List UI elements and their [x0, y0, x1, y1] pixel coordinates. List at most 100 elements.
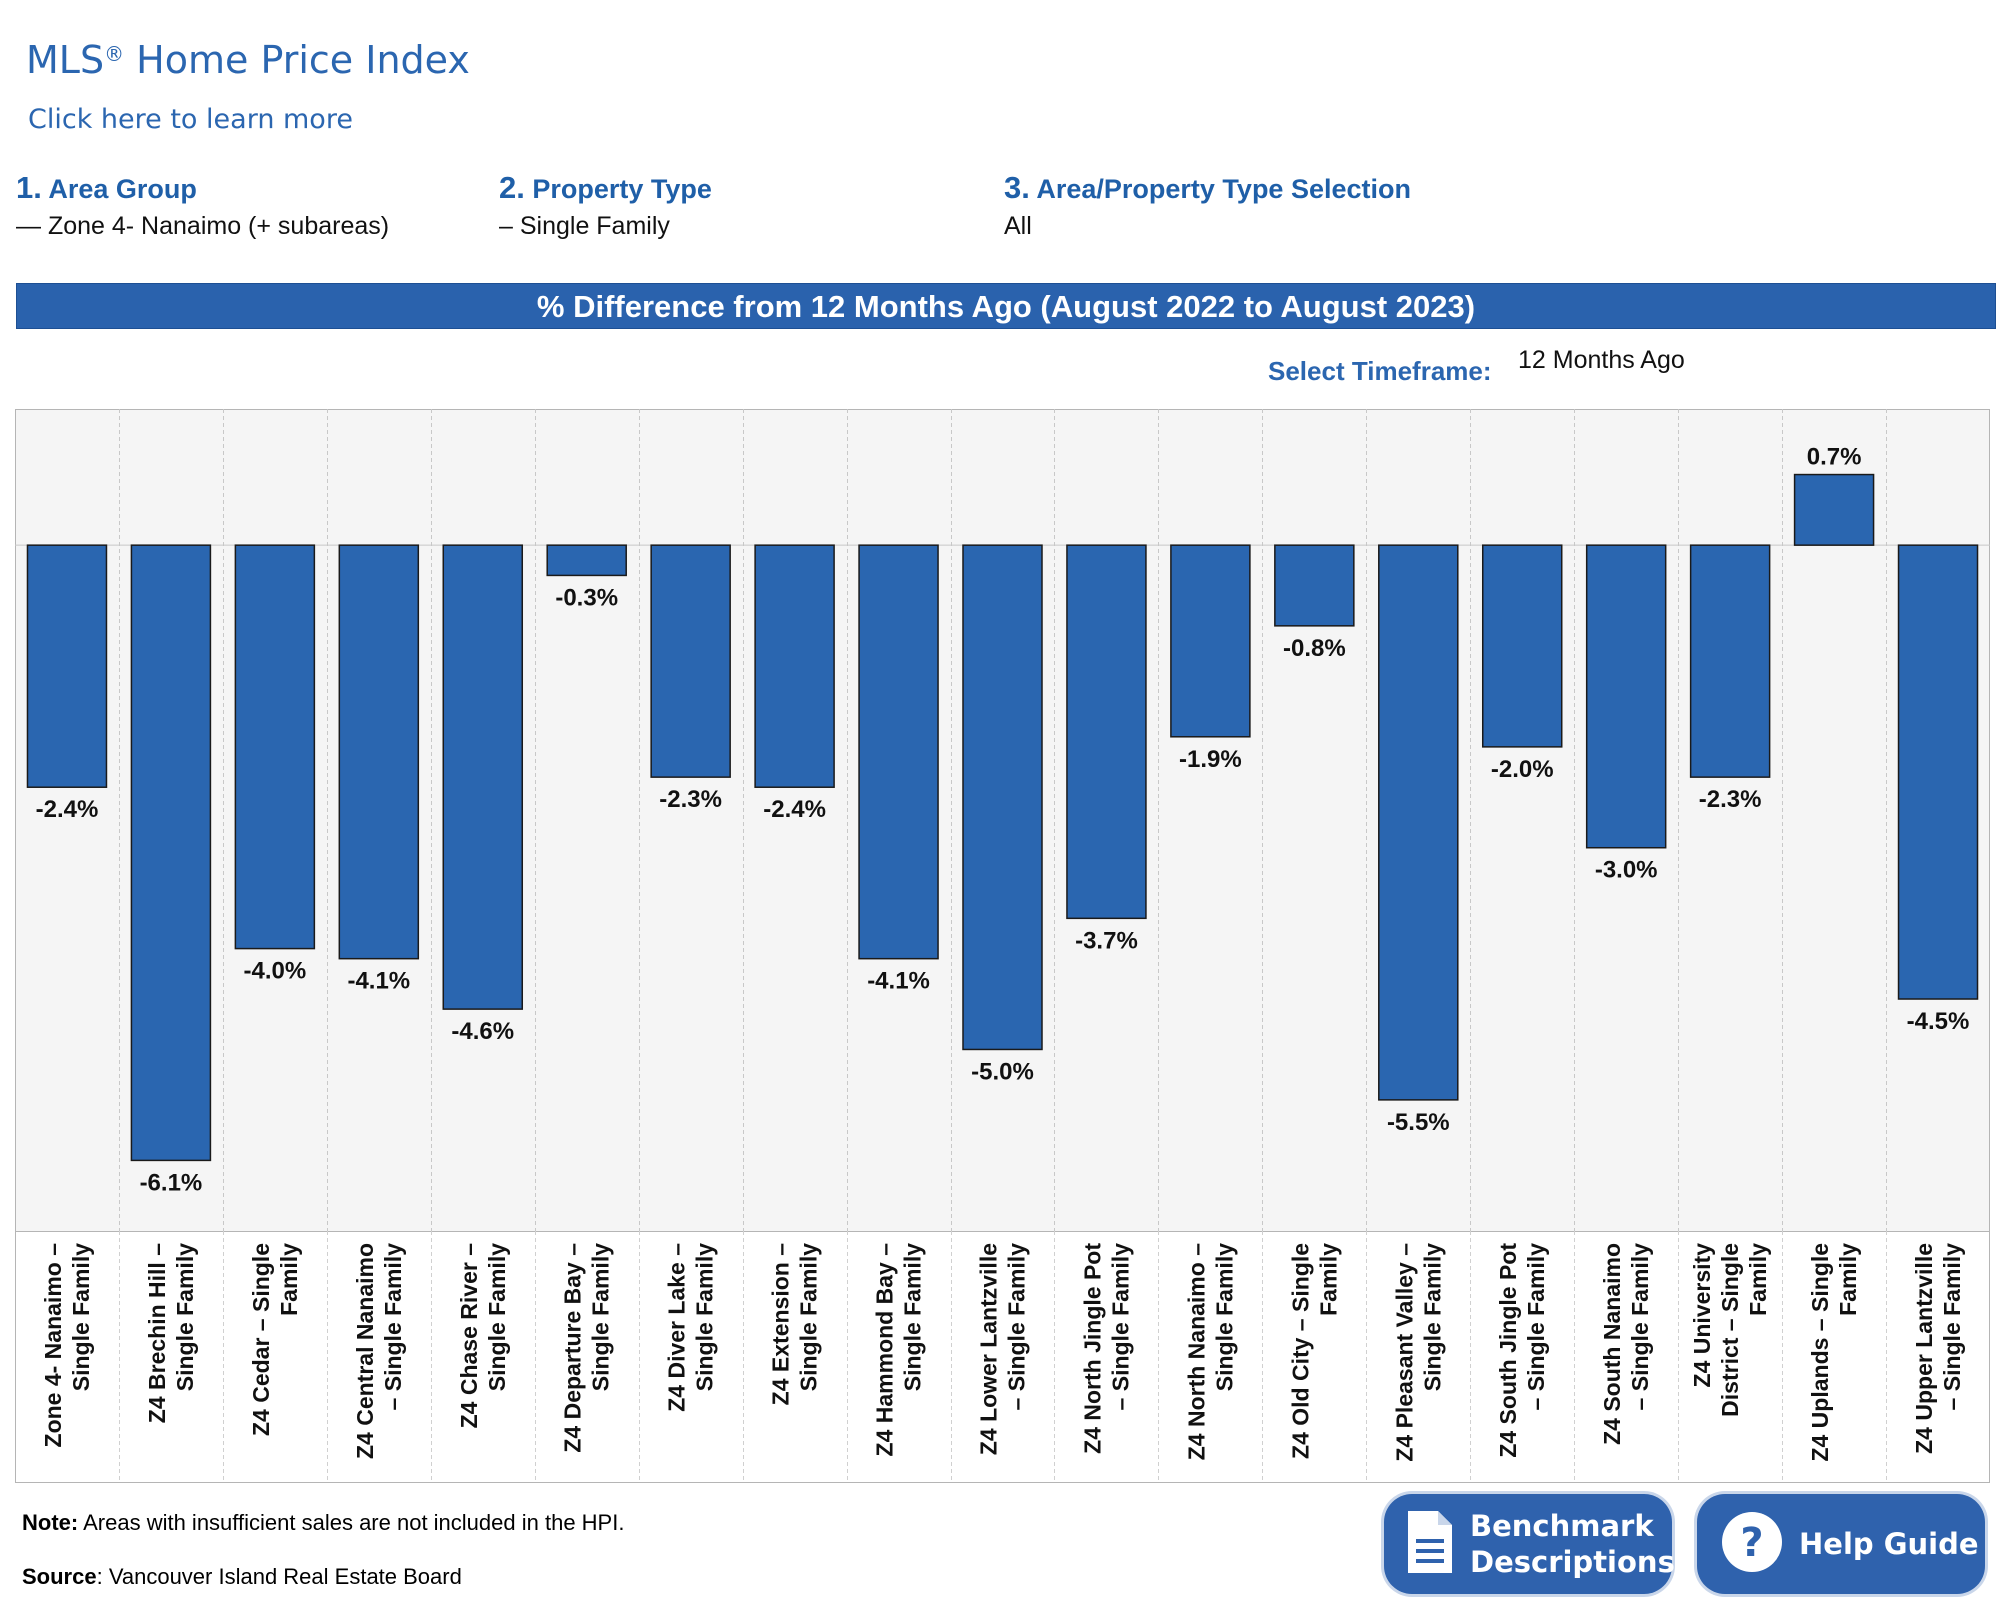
timeframe-select[interactable]: 12 Months Ago	[1518, 346, 1685, 374]
bar	[1378, 544, 1459, 1101]
chart-title-banner: % Difference from 12 Months Ago (August …	[16, 283, 1996, 329]
page-title: MLS® Home Price Index	[26, 38, 470, 82]
area-property-value: All	[1004, 212, 1032, 240]
bar	[130, 544, 212, 1162]
category-label: Family	[1835, 1243, 1861, 1316]
bar	[1793, 473, 1875, 546]
category-label: Z4 Uplands – Single	[1807, 1243, 1833, 1462]
area-group-value: — Zone 4- Nanaimo (+ subareas)	[16, 212, 390, 240]
data-label: -0.8%	[1283, 635, 1346, 662]
data-label: -3.0%	[1595, 857, 1658, 884]
bar	[442, 544, 524, 1010]
category-label: Z4 Diver Lake –	[664, 1243, 690, 1412]
source: Source: Vancouver Island Real Estate Boa…	[22, 1564, 462, 1589]
data-label: -2.4%	[36, 796, 99, 823]
learn-more-link[interactable]: Click here to learn more	[28, 104, 353, 135]
data-label: -5.0%	[971, 1058, 1034, 1085]
property-type-label: Property Type	[532, 174, 712, 204]
bar	[546, 544, 627, 577]
bar	[1585, 544, 1667, 849]
category-label: – Single Family	[1627, 1243, 1653, 1411]
data-label: -2.4%	[763, 796, 826, 823]
category-label: Z4 University	[1689, 1243, 1715, 1388]
category-label: Z4 Extension –	[768, 1243, 794, 1406]
bar	[1170, 544, 1251, 738]
bar	[1481, 544, 1563, 748]
bar	[1274, 544, 1355, 627]
data-label: -5.5%	[1387, 1109, 1450, 1136]
category-label: District – Single	[1717, 1243, 1743, 1417]
document-icon	[1406, 1509, 1454, 1580]
data-label: -4.6%	[451, 1018, 514, 1045]
data-label: 0.7%	[1807, 444, 1862, 471]
category-label: Single Family	[588, 1243, 614, 1391]
bar	[858, 544, 939, 960]
category-label: Z4 Pleasant Valley –	[1391, 1243, 1417, 1462]
benchmark-label-2: Descriptions	[1470, 1545, 1675, 1579]
category-label: Family	[1745, 1243, 1771, 1316]
bar	[754, 544, 835, 788]
bar	[962, 544, 1043, 1051]
benchmark-label-1: Benchmark	[1470, 1509, 1654, 1543]
question-icon: ?	[1721, 1511, 1783, 1578]
data-label: -1.9%	[1179, 746, 1242, 773]
category-label: Family	[1315, 1243, 1341, 1316]
category-label: Single Family	[68, 1243, 94, 1391]
category-label: – Single Family	[1107, 1243, 1133, 1411]
data-label: -4.0%	[244, 958, 307, 985]
bar	[650, 544, 731, 778]
category-label: Z4 Old City – Single	[1287, 1243, 1313, 1459]
category-label: Z4 Brechin Hill –	[144, 1243, 170, 1423]
category-label: Z4 Cedar – Single	[248, 1243, 274, 1436]
category-label: Single Family	[692, 1243, 718, 1391]
property-type-value: – Single Family	[499, 212, 670, 240]
category-label: Single Family	[484, 1243, 510, 1391]
data-label: -4.5%	[1907, 1008, 1970, 1035]
help-guide-button[interactable]: ? Help Guide	[1697, 1494, 1985, 1594]
bar	[1689, 544, 1771, 778]
category-label: – Single Family	[380, 1243, 406, 1411]
category-label: Z4 North Jingle Pot	[1079, 1243, 1105, 1454]
category-label: Z4 Upper Lantzville	[1911, 1243, 1937, 1454]
data-label: -4.1%	[867, 968, 930, 995]
area-group-selector[interactable]: 1. Area Group — Zone 4- Nanaimo (+ subar…	[16, 170, 390, 240]
bar	[338, 544, 420, 960]
help-guide-label: Help Guide	[1799, 1527, 1979, 1561]
category-label: Z4 Central Nanaimo	[352, 1243, 378, 1459]
category-label: Single Family	[796, 1243, 822, 1391]
category-label: Z4 South Jingle Pot	[1495, 1243, 1521, 1458]
category-label: – Single Family	[1523, 1243, 1549, 1411]
bar	[1066, 544, 1147, 920]
bar	[234, 544, 316, 950]
data-label: -2.3%	[1699, 786, 1762, 813]
category-label: Zone 4- Nanaimo –	[40, 1243, 66, 1448]
category-label: – Single Family	[1939, 1243, 1965, 1411]
data-label: -0.3%	[555, 584, 618, 611]
category-label: Z4 South Nanaimo	[1599, 1243, 1625, 1445]
category-axis-area	[15, 1231, 1990, 1483]
category-label: Z4 Departure Bay –	[560, 1243, 586, 1453]
category-label: Single Family	[1211, 1243, 1237, 1391]
area-property-selector[interactable]: 3. Area/Property Type Selection All	[1004, 170, 1411, 240]
area-group-label: Area Group	[48, 174, 197, 204]
data-label: -2.0%	[1491, 756, 1554, 783]
data-label: -2.3%	[659, 786, 722, 813]
data-label: -6.1%	[140, 1169, 203, 1196]
category-label: Family	[276, 1243, 302, 1316]
benchmark-descriptions-button[interactable]: Benchmark Descriptions	[1384, 1494, 1675, 1594]
category-label: – Single Family	[1004, 1243, 1030, 1411]
note: Note: Areas with insufficient sales are …	[22, 1510, 625, 1535]
bar	[1897, 544, 1979, 1000]
category-label: Z4 Hammond Bay –	[872, 1243, 898, 1457]
category-label: Single Family	[172, 1243, 198, 1391]
timeframe-label: Select Timeframe:	[1268, 356, 1492, 386]
category-label: Single Family	[900, 1243, 926, 1391]
area-property-label: Area/Property Type Selection	[1036, 174, 1411, 204]
bar-chart: -2.4%Zone 4- Nanaimo – Single Family-6.1%…	[15, 409, 1990, 1483]
category-label: Single Family	[1419, 1243, 1445, 1391]
bar	[26, 544, 108, 788]
property-type-selector[interactable]: 2. Property Type – Single Family	[499, 170, 712, 240]
data-label: -4.1%	[347, 968, 410, 995]
category-label: Z4 Lower Lantzville	[976, 1243, 1002, 1455]
category-label: Z4 North Nanaimo –	[1183, 1243, 1209, 1460]
